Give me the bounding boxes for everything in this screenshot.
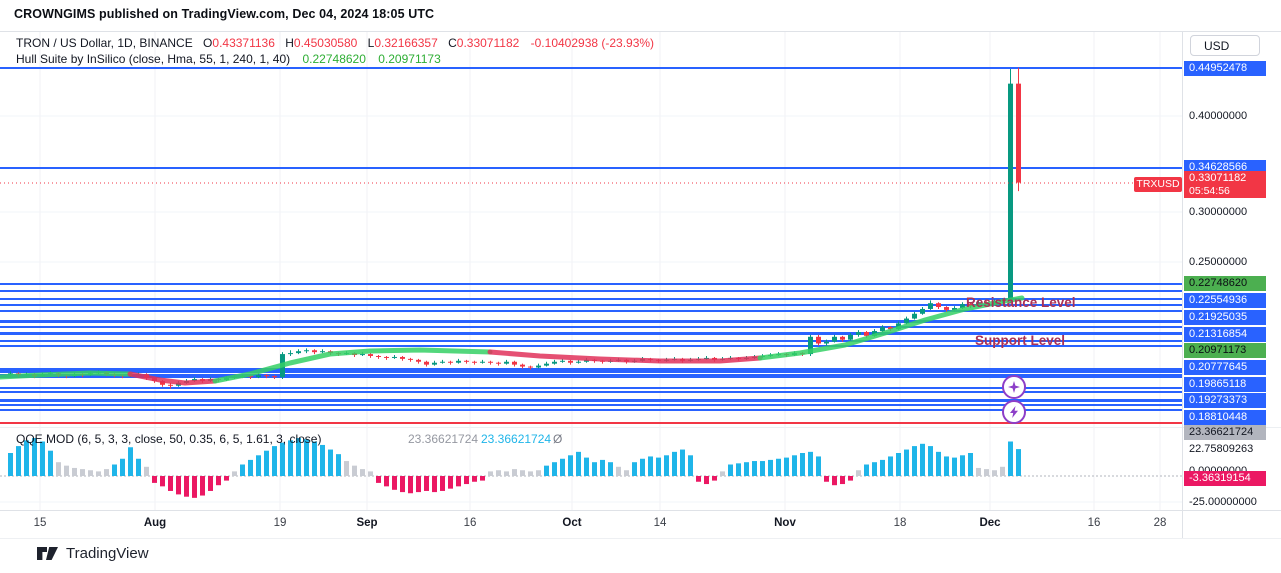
price-axis-label: 0.19865118: [1184, 377, 1266, 392]
time-axis-day-label: 16: [463, 517, 477, 529]
qqe-title: QQE MOD (6, 5, 3, 3, close, 50, 0.35, 6,…: [16, 432, 322, 446]
sparkle-icon[interactable]: [1002, 375, 1026, 399]
price-axis-label: 0.20971173: [1184, 343, 1266, 358]
symbol-price-tag: TRXUSD: [1134, 177, 1182, 192]
price-axis-label: 0.20777645: [1184, 360, 1266, 375]
price-axis-label: -3.36319154: [1184, 471, 1266, 486]
price-axis-label: 0.18810448: [1184, 410, 1266, 425]
price-axis-label: 0.25000000: [1189, 256, 1248, 268]
published-attribution: CROWNGIMS published on TradingView.com, …: [14, 7, 435, 21]
time-axis-month-label: Nov: [774, 517, 796, 529]
currency-toggle-button[interactable]: USD: [1190, 35, 1260, 56]
qqe-value-cyan: 23.36621724: [481, 432, 552, 446]
gridlines-layer: [0, 32, 1182, 510]
pane-separator[interactable]: [0, 427, 1281, 428]
change-value: -0.10402938 (-23.93%): [530, 36, 655, 50]
price-axis-label: 0.22748620: [1184, 276, 1266, 291]
support-level-label[interactable]: Support Level: [975, 333, 1066, 348]
tradingview-logo-text: TradingView: [66, 545, 149, 562]
time-axis-day-label: 15: [33, 517, 47, 529]
level-lines-layer: [0, 67, 1182, 424]
hull-suite-title: Hull Suite by InSilico (close, Hma, 55, …: [16, 52, 291, 66]
ohlc-open-value: 0.43371136: [212, 36, 275, 50]
price-axis-label: -25.00000000: [1189, 496, 1257, 508]
chart-bottom-border: [0, 538, 1281, 539]
time-axis-day-label: 19: [273, 517, 287, 529]
price-axis-label: 0.21925035: [1184, 310, 1266, 325]
time-axis-day-label: 28: [1153, 517, 1167, 529]
chart-canvas[interactable]: [0, 0, 1182, 573]
price-axis-separator[interactable]: [1182, 31, 1183, 538]
qqe-empty-icon: Ø: [553, 432, 563, 446]
qqe-legend[interactable]: QQE MOD (6, 5, 3, 3, close, 50, 0.35, 6,…: [16, 432, 321, 446]
ohlc-low-value: 0.32166357: [374, 36, 438, 50]
tradingview-logo-icon: [37, 547, 58, 560]
ohlc-close-value: 0.33071182: [456, 36, 520, 50]
price-axis-label: 0.19273373: [1184, 393, 1266, 408]
price-axis-label: 0.33071182 05:54:56: [1184, 171, 1266, 198]
tradingview-logo[interactable]: TradingView: [36, 545, 149, 562]
chart-top-border: [0, 31, 1281, 32]
ohlc-high-label: H: [285, 36, 294, 50]
hull-value-lower: 0.20971173: [378, 52, 441, 66]
qqe-value-gray: 23.36621724: [408, 432, 479, 446]
ohlc-close-label: C: [448, 36, 457, 50]
time-axis-day-label: 14: [653, 517, 667, 529]
time-axis-month-label: Aug: [143, 517, 167, 529]
time-axis-day-label: 18: [893, 517, 907, 529]
qqe-histogram: [0, 438, 1182, 498]
time-axis-month-label: Sep: [356, 517, 378, 529]
symbol-title: TRON / US Dollar, 1D, BINANCE: [16, 36, 193, 50]
lightning-icon[interactable]: [1002, 400, 1026, 424]
ohlc-low-label: L: [367, 36, 375, 50]
price-axis-label: 0.22554936: [1184, 293, 1266, 308]
price-axis-label: 0.21316854: [1184, 327, 1266, 342]
hull-ribbon: [0, 295, 1025, 386]
symbol-legend[interactable]: TRON / US Dollar, 1D, BINANCE O0.4337113…: [16, 36, 654, 50]
xaxis-separator: [0, 510, 1281, 511]
price-axis-label: 0.44952478: [1184, 61, 1266, 76]
hull-suite-legend[interactable]: Hull Suite by InSilico (close, Hma, 55, …: [16, 52, 441, 66]
time-axis-month-label: Dec: [979, 517, 1001, 529]
price-axis-label: 22.75809263: [1189, 443, 1254, 455]
ohlc-high-value: 0.45030580: [293, 36, 358, 50]
time-axis-day-label: 16: [1087, 517, 1101, 529]
time-axis-month-label: Oct: [562, 517, 582, 529]
price-axis-label: 23.36621724: [1184, 425, 1266, 440]
resistance-level-label[interactable]: Resistance Level: [966, 295, 1076, 310]
ohlc-open-label: O: [203, 36, 213, 50]
hull-value-upper: 0.22748620: [302, 52, 366, 66]
price-axis-label: 0.30000000: [1189, 206, 1248, 218]
price-axis-label: 0.40000000: [1189, 110, 1248, 122]
